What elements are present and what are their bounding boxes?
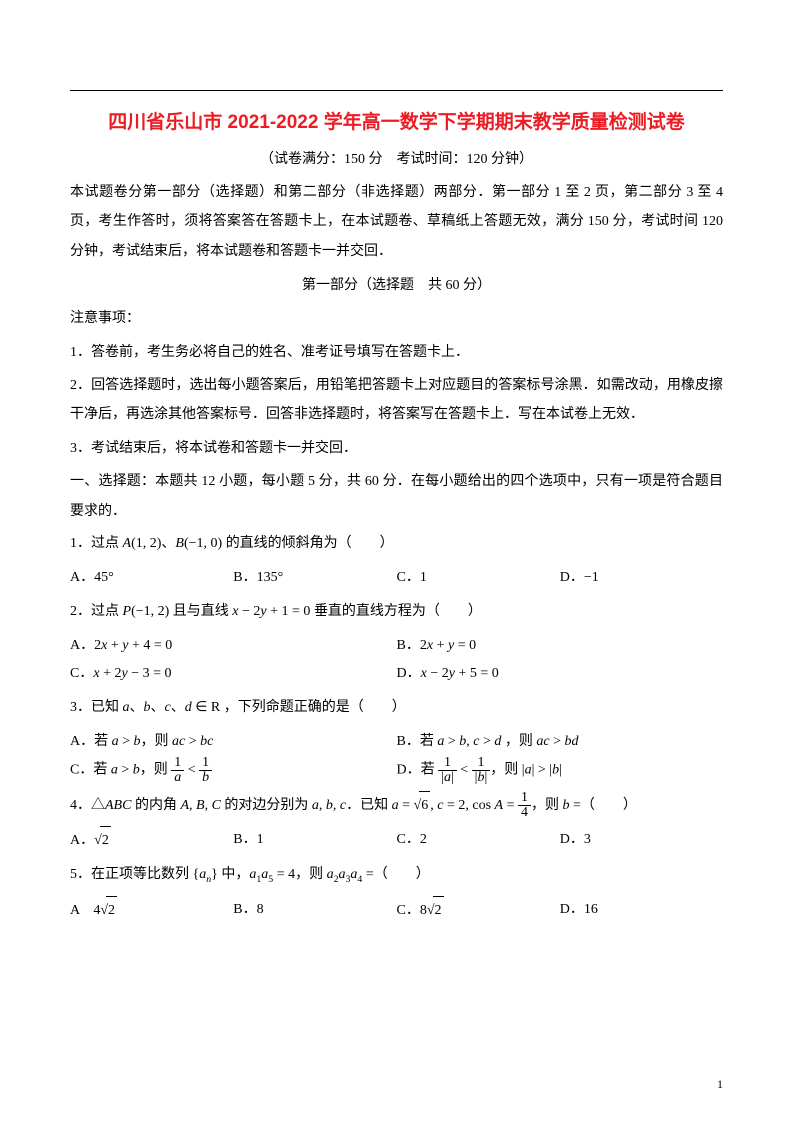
q5-opt-d: D．16: [560, 896, 723, 925]
q3-opt-b: B．若 a > b, c > d ，则 ac > bd: [397, 728, 724, 756]
question-1: 1．过点 A(1, 2)、B(−1, 0) 的直线的倾斜角为（ ）: [70, 530, 723, 558]
q4-opt-b: B．1: [233, 826, 396, 855]
q4-opt-c: C．2: [397, 826, 560, 855]
q1-opt-a: A．45°: [70, 564, 233, 592]
notice-3: 3．考试结束后，将本试卷和答题卡一并交回．: [70, 434, 723, 463]
question-4: 4．△ABC 的内角 A, B, C 的对边分别为 a, b, c．已知 a =…: [70, 791, 723, 820]
q2-opt-d: D．x − 2y + 5 = 0: [397, 660, 724, 688]
question-5-options: A 4√2 B．8 C．8√2 D．16: [70, 896, 723, 925]
q4-opt-d: D．3: [560, 826, 723, 855]
q3-opt-a: A．若 a > b，则 ac > bc: [70, 728, 397, 756]
q5-opt-c: C．8√2: [397, 896, 560, 925]
question-3: 3．已知 a、b、c、d ∈ R ，下列命题正确的是（ ）: [70, 694, 723, 722]
q1-stem-pre: 1．过点: [70, 536, 123, 551]
q2-stem-post: 垂直的直线方程为（ ）: [310, 604, 482, 619]
q1-points: A: [123, 536, 132, 551]
choice-intro: 一、选择题：本题共 12 小题，每小题 5 分，共 60 分．在每小题给出的四个…: [70, 467, 723, 526]
q3-opt-c: C．若 a > b，则 1a < 1b: [70, 756, 397, 785]
notice-label: 注意事项：: [70, 304, 723, 333]
page-title: 四川省乐山市 2021-2022 学年高一数学下学期期末教学质量检测试卷: [70, 107, 723, 134]
q2-stem-mid: 且与直线: [169, 604, 232, 619]
notice-1: 1．答卷前，考生务必将自己的姓名、准考证号填写在答题卡上．: [70, 338, 723, 367]
q2-opt-c: C．x + 2y − 3 = 0: [70, 660, 397, 688]
notice-2: 2．回答选择题时，选出每小题答案后，用铅笔把答题卡上对应题目的答案标号涂黑．如需…: [70, 371, 723, 430]
q5-opt-b: B．8: [233, 896, 396, 925]
q2-opt-a: A．2x + y + 4 = 0: [70, 632, 397, 660]
q1-opt-d: D．−1: [560, 564, 723, 592]
page-number: 1: [717, 1077, 723, 1092]
question-3-options: A．若 a > b，则 ac > bc B．若 a > b, c > d ，则 …: [70, 728, 723, 785]
q2-opt-b: B．2x + y = 0: [397, 632, 724, 660]
q4-opt-a: A．√2: [70, 826, 233, 855]
question-2-options: A．2x + y + 4 = 0 B．2x + y = 0 C．x + 2y −…: [70, 632, 723, 688]
q2-stem-pre: 2．过点: [70, 604, 123, 619]
question-4-options: A．√2 B．1 C．2 D．3: [70, 826, 723, 855]
q1-stem-post: 的直线的倾斜角为（ ）: [222, 536, 394, 551]
question-2: 2．过点 P(−1, 2) 且与直线 x − 2y + 1 = 0 垂直的直线方…: [70, 598, 723, 626]
q1-opt-c: C．1: [397, 564, 560, 592]
exam-page: 四川省乐山市 2021-2022 学年高一数学下学期期末教学质量检测试卷 （试卷…: [0, 0, 793, 1122]
q1-opt-b: B．135°: [233, 564, 396, 592]
question-1-options: A．45° B．135° C．1 D．−1: [70, 564, 723, 592]
intro-paragraph: 本试题卷分第一部分（选择题）和第二部分（非选择题）两部分．第一部分 1 至 2 …: [70, 178, 723, 266]
section-heading: 第一部分（选择题 共 60 分）: [70, 274, 723, 294]
q3-opt-d: D．若 1|a| < 1|b|，则 |a| > |b|: [397, 756, 724, 785]
subtitle: （试卷满分：150 分 考试时间：120 分钟）: [70, 148, 723, 168]
q5-opt-a: A 4√2: [70, 896, 233, 925]
top-rule: [70, 90, 723, 91]
question-5: 5．在正项等比数列 {an} 中，a1a5 = 4，则 a2a3a4 =（ ）: [70, 861, 723, 889]
